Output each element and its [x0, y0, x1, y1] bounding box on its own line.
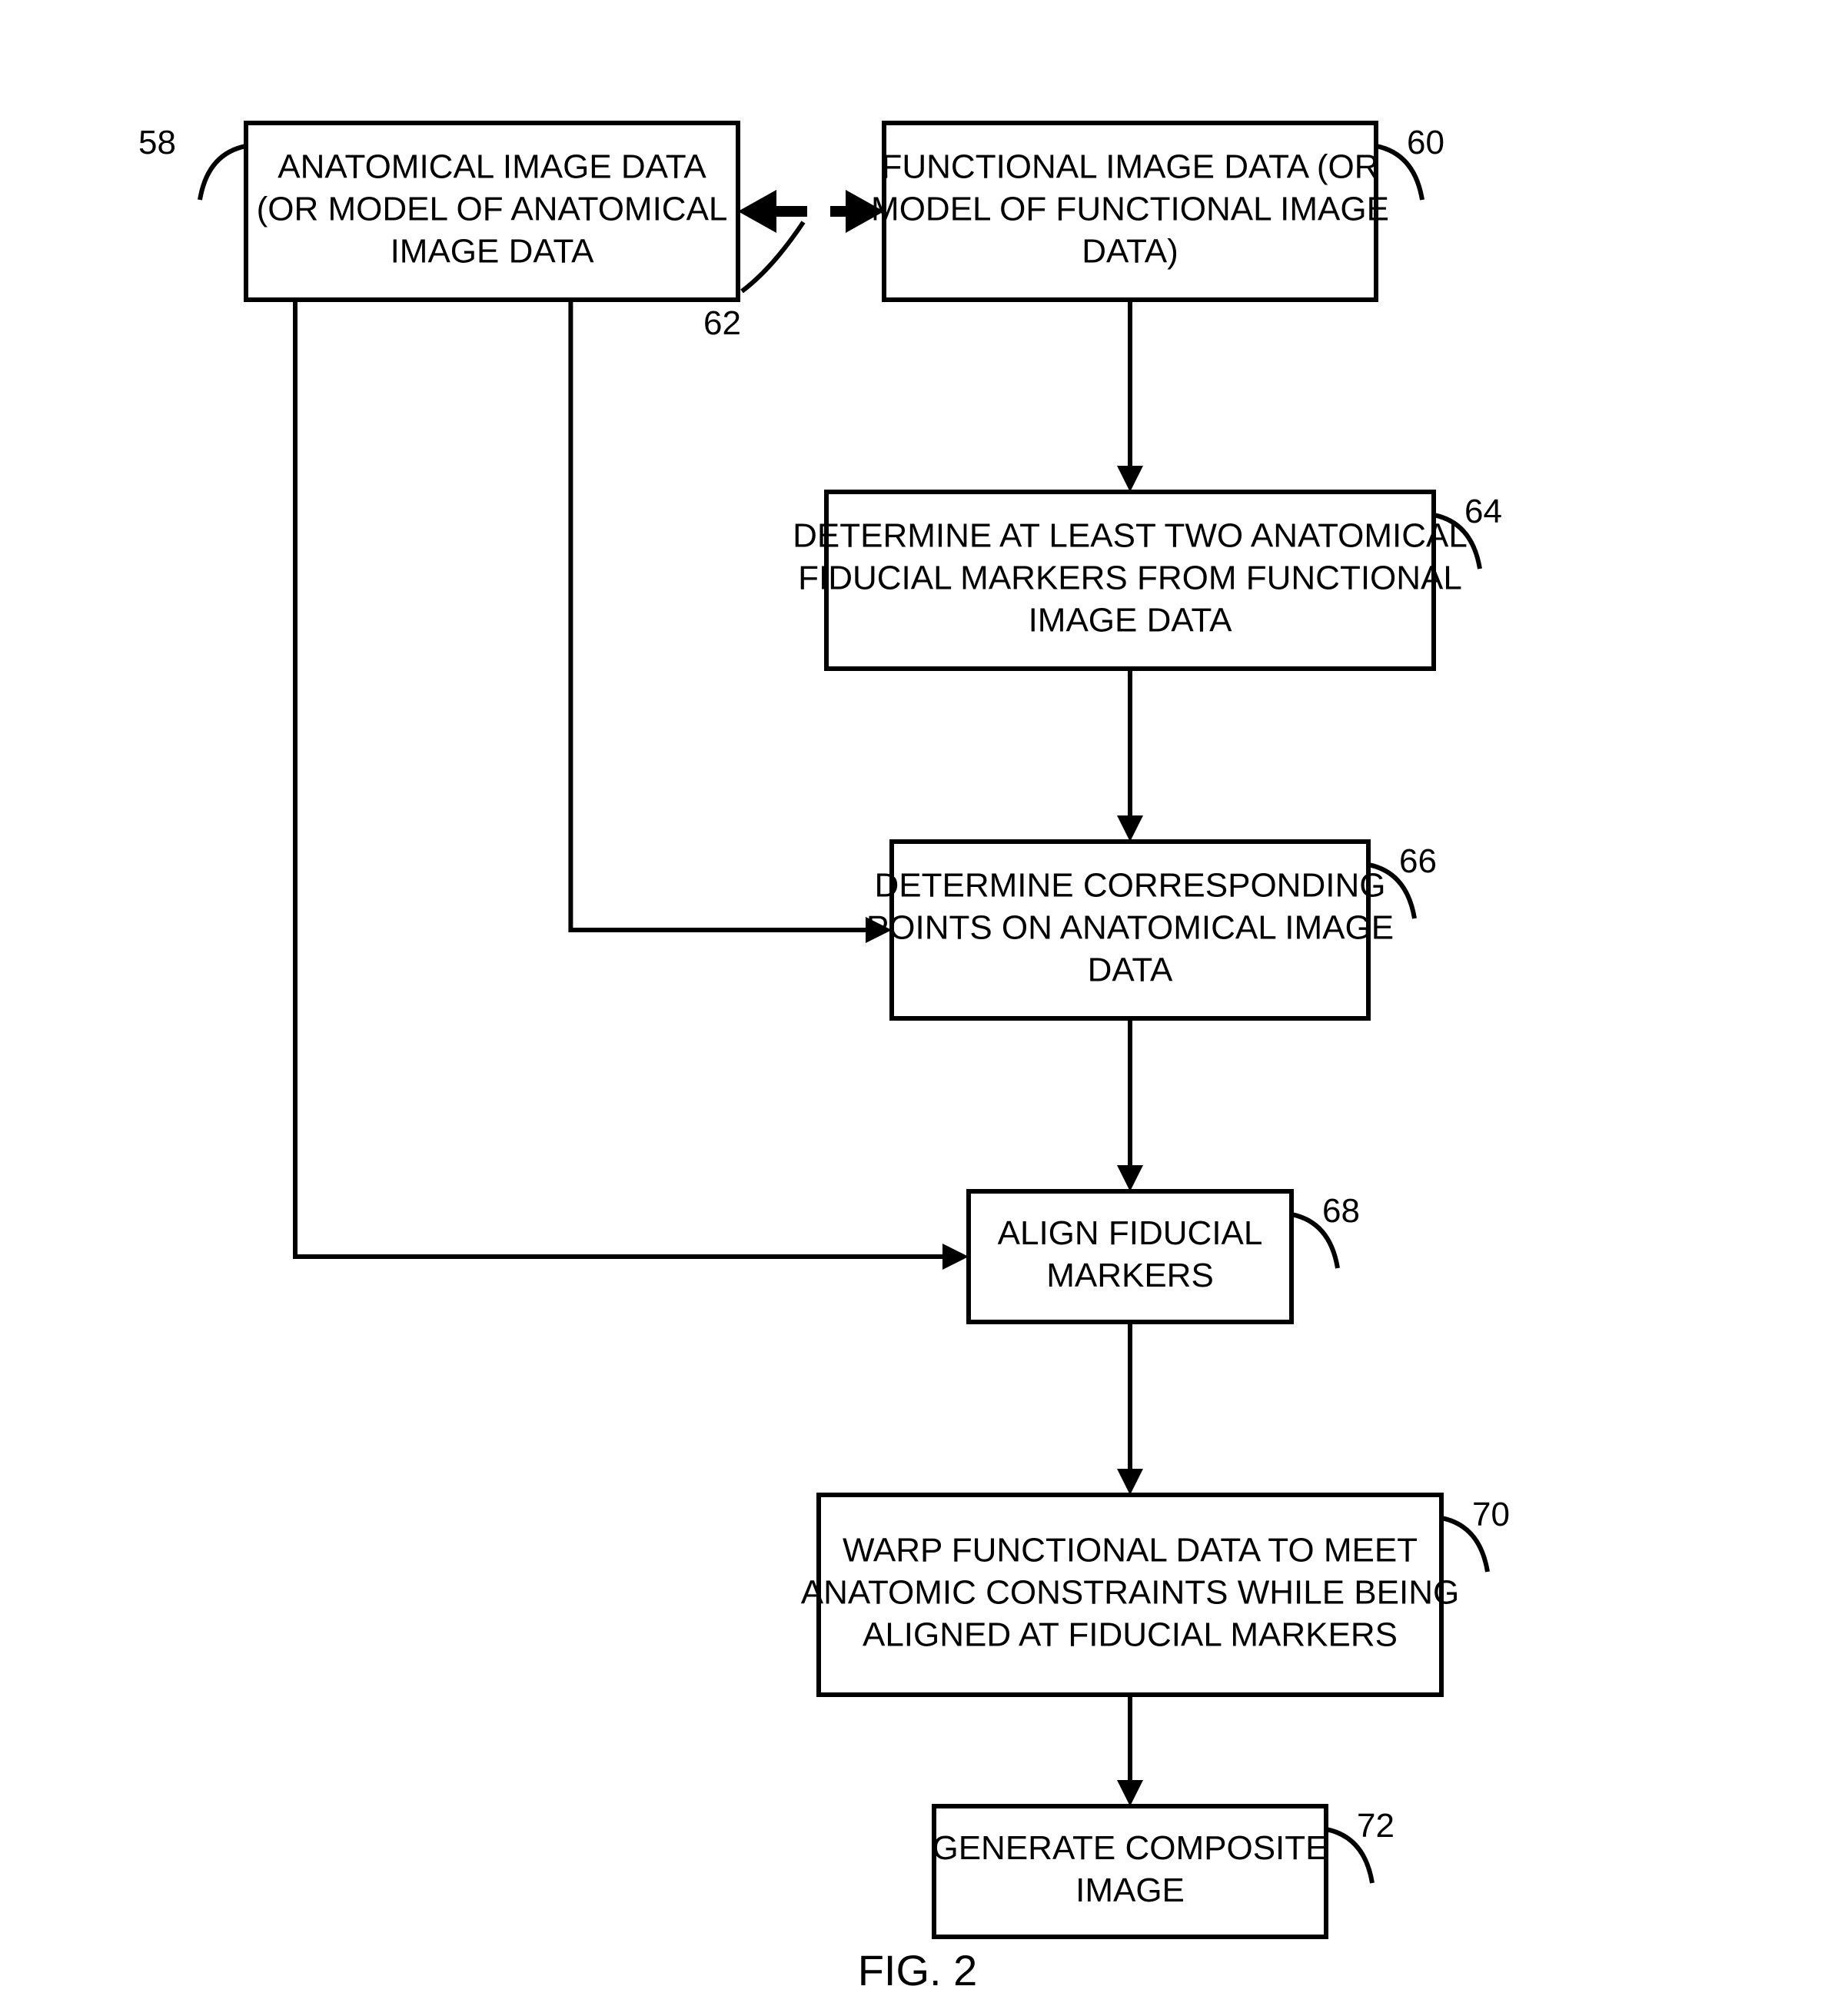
ref-hook	[200, 146, 246, 200]
flow-box-label: ANATOMICAL IMAGE DATA	[278, 148, 706, 186]
flow-box-label: IMAGE DATA	[391, 233, 594, 271]
arrowhead	[1117, 1780, 1143, 1806]
flow-box-label: MODEL OF FUNCTIONAL IMAGE	[871, 191, 1389, 228]
flow-box-label: WARP FUNCTIONAL DATA TO MEET	[843, 1532, 1418, 1569]
flow-box-label: IMAGE DATA	[1029, 602, 1232, 639]
ref-number: 70	[1472, 1496, 1510, 1533]
arrowhead	[1117, 466, 1143, 492]
ref-hook	[742, 222, 803, 291]
arrowhead	[1117, 1165, 1143, 1191]
flow-box-label: DETERMINE AT LEAST TWO ANATOMICAL	[793, 517, 1468, 555]
ref-number: 72	[1357, 1807, 1395, 1845]
flow-box-label: ALIGNED AT FIDUCIAL MARKERS	[863, 1616, 1398, 1654]
flow-box-label: DETERMINE CORRESPONDING	[875, 867, 1386, 905]
arrowhead	[1117, 1469, 1143, 1495]
flow-box-label: ANATOMIC CONSTRAINTS WHILE BEING	[801, 1574, 1459, 1612]
ref-number: 66	[1399, 842, 1437, 880]
flow-box-label: DATA)	[1082, 233, 1178, 271]
flow-box-label: ALIGN FIDUCIAL	[998, 1214, 1263, 1252]
flow-box-label: (OR MODEL OF ANATOMICAL	[257, 191, 728, 228]
arrowhead	[942, 1244, 969, 1270]
figure-label: FIG. 2	[858, 1946, 978, 1994]
flow-box-label: POINTS ON ANATOMICAL IMAGE	[866, 909, 1394, 947]
edge	[295, 300, 942, 1257]
ref-number: 64	[1464, 493, 1502, 530]
flow-box-label: FUNCTIONAL IMAGE DATA (OR	[881, 148, 1378, 186]
ref-number: 68	[1322, 1192, 1360, 1230]
ref-number: 58	[138, 124, 176, 161]
arrowhead	[738, 190, 776, 233]
flow-box-label: FIDUCIAL MARKERS FROM FUNCTIONAL	[798, 560, 1462, 597]
flow-box-label: GENERATE COMPOSITE	[932, 1829, 1328, 1867]
flowchart: ANATOMICAL IMAGE DATA (OR MODEL OF ANATOM…	[0, 0, 1835, 2016]
ref-number: 60	[1407, 124, 1444, 161]
flow-box-label: DATA	[1088, 952, 1173, 989]
arrowhead	[1117, 815, 1143, 842]
flow-box-label: IMAGE	[1075, 1872, 1185, 1909]
flow-box-label: MARKERS	[1046, 1257, 1214, 1294]
edge	[570, 300, 866, 930]
ref-number: 62	[703, 304, 741, 342]
